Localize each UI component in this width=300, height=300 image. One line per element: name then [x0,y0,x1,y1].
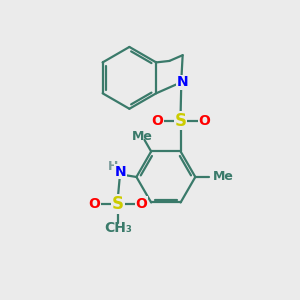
Text: N: N [114,165,126,179]
Text: O: O [88,197,100,211]
Text: N: N [177,75,188,89]
Text: H: H [108,160,118,173]
Text: S: S [112,195,124,213]
Text: Me: Me [132,130,153,143]
Text: O: O [151,114,163,128]
Text: CH₃: CH₃ [104,220,132,235]
Text: O: O [136,197,147,211]
Text: S: S [175,112,187,130]
Text: Me: Me [213,170,234,184]
Text: O: O [198,114,210,128]
